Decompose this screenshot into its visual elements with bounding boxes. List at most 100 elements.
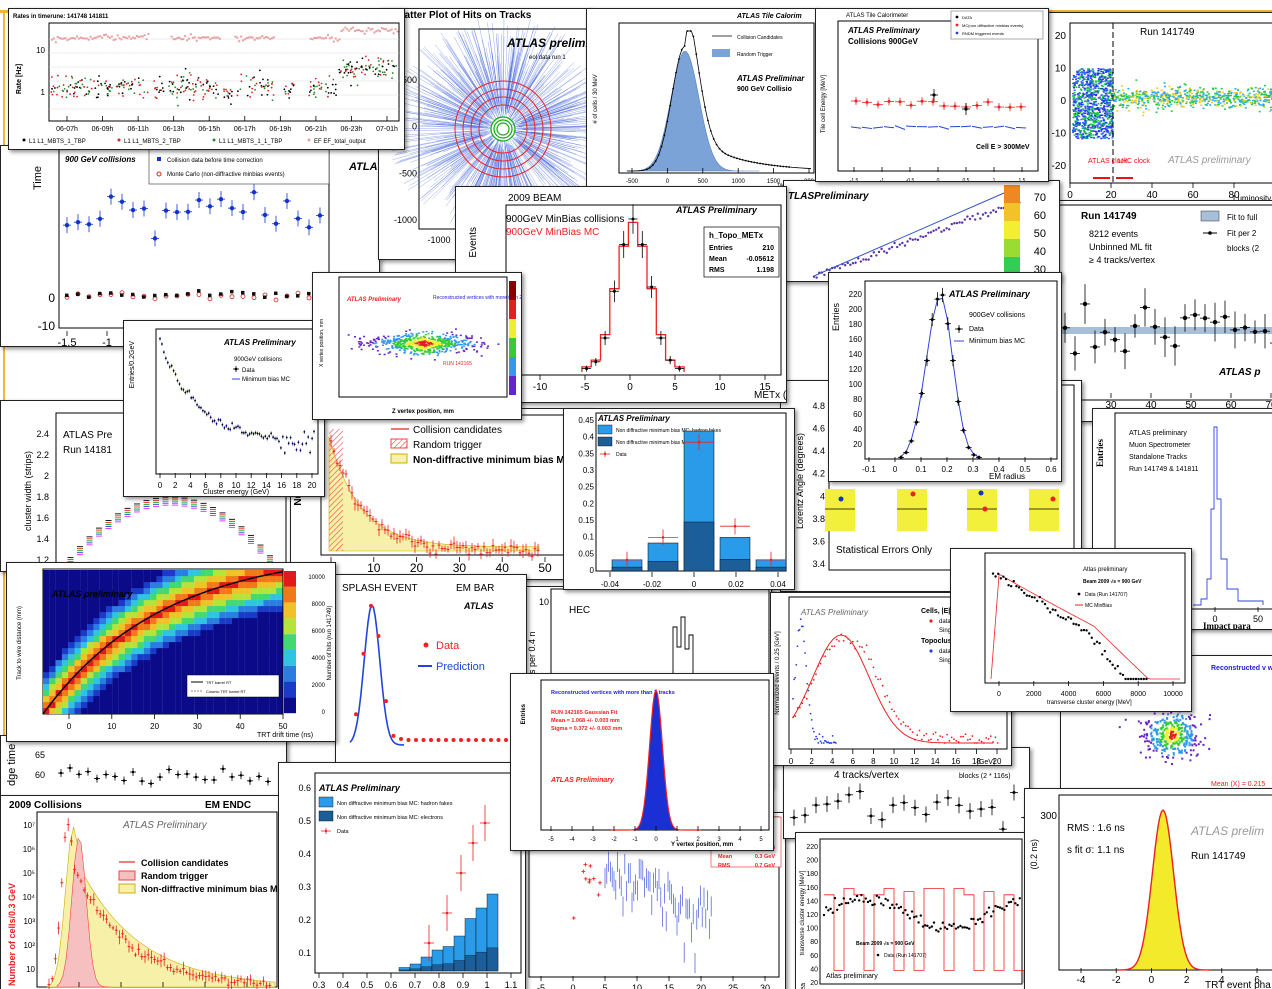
y-axis-label: Entries <box>831 303 841 332</box>
hit-cell <box>1168 105 1171 108</box>
hit-cell <box>1073 82 1076 84</box>
track-hit <box>516 136 571 167</box>
hit-cell <box>1105 125 1108 127</box>
plot-sublabel: eol data run 1 <box>529 55 566 61</box>
hit-cell <box>1169 101 1172 104</box>
rate-point <box>240 73 243 76</box>
rt-cell <box>61 636 69 643</box>
rate-point <box>320 86 323 89</box>
rt-cell <box>68 708 75 715</box>
rt-cell <box>137 600 144 607</box>
hit-cell <box>1085 132 1088 135</box>
hit-cell <box>1101 123 1104 126</box>
hit-cell <box>1179 103 1182 105</box>
hit-cell <box>1094 81 1097 83</box>
x-tick-label: 80 <box>1228 190 1240 201</box>
vertex-cell <box>455 340 458 343</box>
zvertex-plot: ATLAS Preliminary Reconstructed vertices … <box>312 272 522 420</box>
hit-cell <box>1253 100 1256 102</box>
plot-sublabel: 900GeV collisions <box>969 312 1026 319</box>
track-hit <box>514 136 569 174</box>
hit-cell <box>1160 101 1163 103</box>
rate-point <box>182 90 185 93</box>
rt-cell <box>43 648 50 655</box>
hit-cell <box>1233 99 1236 102</box>
hit-cell <box>1223 93 1226 95</box>
hit-cell <box>1099 81 1102 84</box>
hit-cell <box>1098 111 1101 113</box>
hit-cell <box>1215 97 1218 99</box>
vertex-cell <box>413 353 416 356</box>
rate-point <box>330 92 333 94</box>
hit-cell <box>1118 104 1121 107</box>
hit-cell <box>1211 99 1214 101</box>
data-point <box>297 441 300 444</box>
vertex-cell <box>376 349 379 352</box>
data-point <box>381 523 383 526</box>
rate-point <box>236 94 239 97</box>
color-scale <box>509 376 516 395</box>
vertex-cell <box>357 341 360 343</box>
y-tick-label: 0.2 <box>583 499 595 508</box>
rt-cell <box>131 588 138 595</box>
track-hit <box>453 67 486 107</box>
hit-cell <box>1153 91 1156 93</box>
rate-point <box>123 86 125 89</box>
track-hit <box>424 112 477 124</box>
track-hit <box>479 53 500 118</box>
rt-cell <box>43 672 50 679</box>
hit-cell <box>1167 104 1170 107</box>
hit-cell <box>1099 126 1102 129</box>
rt-cell <box>55 666 62 673</box>
vertex-cell <box>435 346 438 348</box>
legend-box <box>950 10 1044 40</box>
hit-cell <box>1142 111 1145 114</box>
rate-point-pink <box>211 37 214 40</box>
track-hit <box>472 148 493 184</box>
legend-marker <box>1208 231 1212 235</box>
y-tick-label: 0 <box>590 566 595 575</box>
hit-cell <box>1094 113 1097 115</box>
vertex-cell <box>358 342 361 345</box>
hit-cell <box>1189 101 1192 103</box>
hit-cell <box>1086 84 1089 86</box>
hit-cell <box>1232 97 1235 100</box>
data-point <box>396 537 398 540</box>
rate-point <box>122 79 125 82</box>
rt-cell <box>112 702 119 709</box>
data-point <box>785 165 788 168</box>
rt-cell <box>74 588 81 595</box>
hit-cell <box>1083 87 1086 90</box>
vertex-cell <box>387 347 390 350</box>
rt-cell <box>118 702 125 709</box>
hit-cell <box>1108 73 1111 76</box>
hit-cell <box>1109 106 1112 109</box>
rate-point <box>265 84 267 87</box>
hit-cell <box>1093 117 1096 120</box>
vertex-cell <box>423 344 426 346</box>
hit-cell <box>1226 102 1229 104</box>
hit-cell <box>1101 96 1104 98</box>
rt-cell <box>61 654 69 661</box>
hit-cell <box>1081 84 1084 86</box>
x-tick-label: -500 <box>626 179 639 185</box>
hit-cell <box>1244 97 1247 99</box>
rate-point <box>74 85 77 88</box>
hit-cell <box>1105 121 1108 124</box>
rate-point <box>391 72 394 74</box>
hit-cell <box>1202 95 1205 98</box>
hit-cell <box>1184 93 1187 95</box>
vertex-cell <box>404 347 407 350</box>
data-point <box>1172 343 1178 349</box>
rate-point-pink <box>51 38 53 41</box>
rate-point <box>176 96 178 99</box>
rate-point <box>73 91 76 94</box>
track-hit <box>515 134 590 165</box>
vertex-cell <box>404 345 407 348</box>
hit-cell <box>1097 82 1100 85</box>
vertex-cell <box>347 334 350 336</box>
rt-cell <box>99 696 107 703</box>
data-point <box>1262 328 1268 334</box>
data-point <box>378 528 380 531</box>
